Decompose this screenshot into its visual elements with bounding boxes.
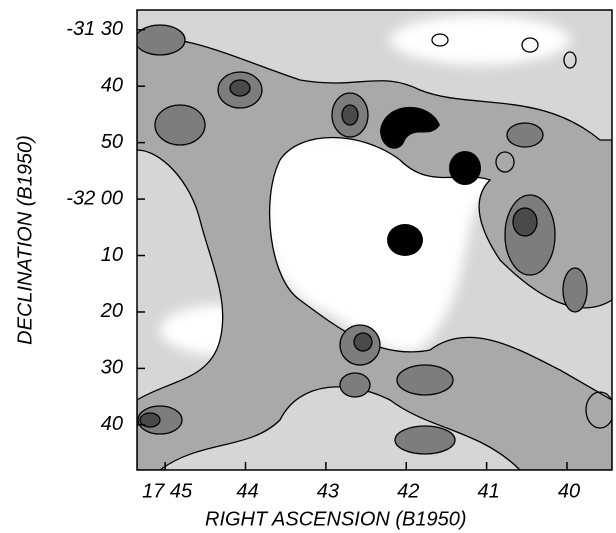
plot-frame bbox=[136, 9, 613, 471]
y-tick-label: 40 bbox=[101, 74, 123, 96]
x-axis-label: RIGHT ASCENSION (B1950) bbox=[205, 508, 467, 530]
y-tick-label: 40 bbox=[101, 413, 123, 435]
x-tick-label: 41 bbox=[477, 480, 499, 502]
contour-map bbox=[137, 10, 612, 470]
y-tick-label: 10 bbox=[101, 244, 123, 266]
y-tick-label: 50 bbox=[101, 131, 123, 153]
x-tick-label: 42 bbox=[397, 480, 419, 502]
x-tick-label: 17 45 bbox=[142, 480, 193, 502]
x-tick-label: 44 bbox=[236, 480, 258, 502]
y-tick-label: -32 00 bbox=[66, 187, 123, 209]
y-tick-label: -31 30 bbox=[66, 18, 123, 40]
y-axis-label: DECLINATION (B1950) bbox=[14, 135, 36, 345]
y-tick-label: 30 bbox=[101, 357, 123, 379]
y-tick-label: 20 bbox=[100, 300, 123, 322]
x-tick-label: 43 bbox=[317, 480, 339, 502]
x-tick-label: 40 bbox=[558, 480, 580, 502]
